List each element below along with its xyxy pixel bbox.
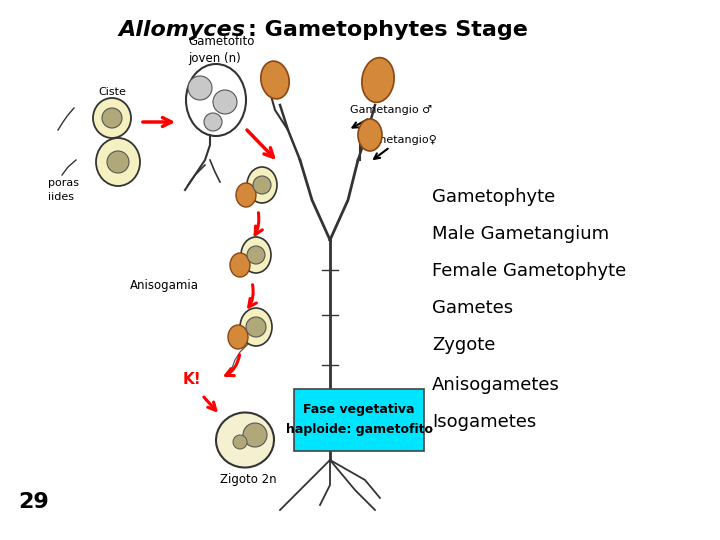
Ellipse shape xyxy=(228,325,248,349)
Ellipse shape xyxy=(216,413,274,468)
Text: Gametangio ♂: Gametangio ♂ xyxy=(350,105,432,115)
Text: Zigoto 2n: Zigoto 2n xyxy=(220,474,276,487)
Ellipse shape xyxy=(236,183,256,207)
FancyBboxPatch shape xyxy=(294,389,424,451)
Text: Fase vegetativa: Fase vegetativa xyxy=(303,403,415,416)
Circle shape xyxy=(188,76,212,100)
Circle shape xyxy=(247,246,265,264)
Text: Gametangio♀: Gametangio♀ xyxy=(360,135,437,145)
Ellipse shape xyxy=(93,98,131,138)
Text: 29: 29 xyxy=(18,492,49,512)
Ellipse shape xyxy=(230,253,250,277)
Circle shape xyxy=(107,151,129,173)
Text: K!: K! xyxy=(183,373,202,388)
Text: Gametes: Gametes xyxy=(432,299,513,317)
Text: Allomyces: Allomyces xyxy=(118,20,245,40)
Text: Female Gametophyte: Female Gametophyte xyxy=(432,262,626,280)
Text: Zygote: Zygote xyxy=(432,336,495,354)
Ellipse shape xyxy=(186,64,246,136)
Text: : Gametophytes Stage: : Gametophytes Stage xyxy=(248,20,528,40)
Text: Anisogamia: Anisogamia xyxy=(130,279,199,292)
Ellipse shape xyxy=(241,237,271,273)
Circle shape xyxy=(243,423,267,447)
Text: Gametofito
joven (n): Gametofito joven (n) xyxy=(188,35,254,65)
Text: Male Gametangium: Male Gametangium xyxy=(432,225,609,243)
Circle shape xyxy=(253,176,271,194)
Text: Ciste: Ciste xyxy=(98,87,126,97)
Text: Gametophyte: Gametophyte xyxy=(432,188,555,206)
Circle shape xyxy=(102,108,122,128)
Ellipse shape xyxy=(247,167,277,203)
Text: Isogametes: Isogametes xyxy=(432,413,536,431)
Circle shape xyxy=(246,317,266,337)
Text: poras
iides: poras iides xyxy=(48,178,79,201)
Text: Anisogametes: Anisogametes xyxy=(432,376,560,394)
Ellipse shape xyxy=(358,119,382,151)
Circle shape xyxy=(204,113,222,131)
Text: haploide: gametofito: haploide: gametofito xyxy=(286,423,433,436)
Ellipse shape xyxy=(96,138,140,186)
Ellipse shape xyxy=(261,61,289,99)
Circle shape xyxy=(233,435,247,449)
Circle shape xyxy=(213,90,237,114)
Ellipse shape xyxy=(362,58,394,103)
Ellipse shape xyxy=(240,308,272,346)
